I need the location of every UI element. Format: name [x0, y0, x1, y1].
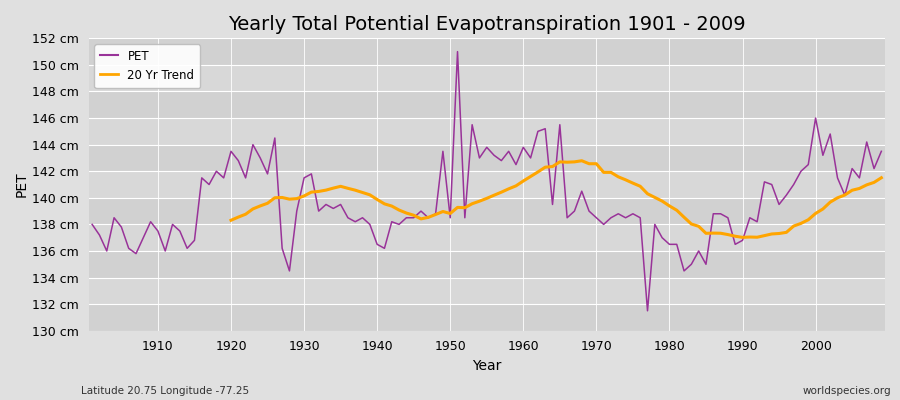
- Legend: PET, 20 Yr Trend: PET, 20 Yr Trend: [94, 44, 201, 88]
- Bar: [88, 224, 885, 251]
- Bar: [88, 251, 885, 278]
- Bar: [88, 171, 885, 198]
- Bar: [88, 145, 885, 171]
- Y-axis label: PET: PET: [15, 172, 29, 197]
- Bar: [88, 304, 885, 331]
- Bar: [88, 92, 885, 118]
- Bar: [88, 198, 885, 224]
- Bar: [88, 38, 885, 65]
- Title: Yearly Total Potential Evapotranspiration 1901 - 2009: Yearly Total Potential Evapotranspiratio…: [228, 15, 745, 34]
- Text: Latitude 20.75 Longitude -77.25: Latitude 20.75 Longitude -77.25: [81, 386, 249, 396]
- Bar: [88, 118, 885, 145]
- Bar: [88, 278, 885, 304]
- Text: worldspecies.org: worldspecies.org: [803, 386, 891, 396]
- X-axis label: Year: Year: [472, 359, 501, 373]
- Bar: [88, 65, 885, 92]
